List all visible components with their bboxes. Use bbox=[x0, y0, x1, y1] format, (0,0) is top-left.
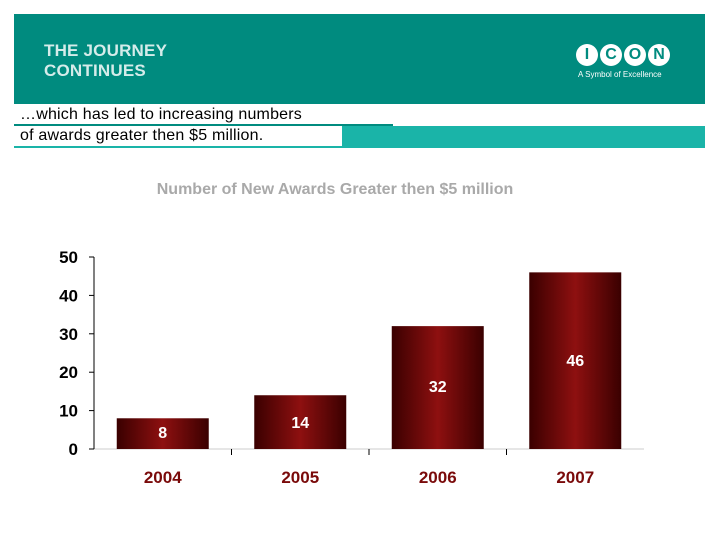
y-tick-label: 0 bbox=[69, 440, 78, 459]
bar bbox=[529, 272, 622, 449]
chart-title: Number of New Awards Greater then $5 mil… bbox=[156, 181, 514, 198]
logo-letter: C bbox=[600, 44, 622, 66]
decorative-strip-bottom bbox=[14, 146, 705, 148]
logo-letter: O bbox=[624, 44, 646, 66]
subtitle-line2: of awards greater then $5 million. bbox=[20, 127, 264, 144]
bar bbox=[254, 395, 347, 449]
x-tick-label: 2004 bbox=[144, 468, 182, 487]
banner-title-line1: THE JOURNEY bbox=[44, 41, 168, 60]
subtitle-divider bbox=[14, 124, 393, 126]
decorative-strip bbox=[342, 126, 705, 148]
y-tick-label: 20 bbox=[59, 363, 78, 382]
bar bbox=[116, 418, 209, 449]
subtitle-line1: …which has led to increasing numbers bbox=[20, 106, 303, 123]
x-tick-label: 2007 bbox=[556, 468, 594, 487]
x-tick-label: 2006 bbox=[419, 468, 457, 487]
banner-title-line2: CONTINUES bbox=[44, 61, 146, 80]
data-label: 8 bbox=[158, 425, 167, 442]
logo-letter: I bbox=[576, 44, 598, 66]
data-label: 32 bbox=[429, 379, 447, 396]
icon-logo: I C O N A Symbol of Excellence bbox=[576, 44, 676, 88]
data-label: 46 bbox=[566, 353, 584, 370]
x-axis bbox=[94, 448, 644, 455]
logo-tagline: A Symbol of Excellence bbox=[578, 70, 662, 79]
bar bbox=[391, 326, 484, 449]
y-tick-label: 50 bbox=[59, 248, 78, 267]
y-tick-label: 30 bbox=[59, 325, 78, 344]
y-tick-label: 10 bbox=[59, 402, 78, 421]
bars: 8 2004 14 2005 32 2006 46 2007 bbox=[116, 272, 622, 487]
subtitle-text: …which has led to increasing numbers of … bbox=[20, 104, 302, 146]
data-label: 14 bbox=[291, 415, 309, 432]
logo-letter: N bbox=[648, 44, 670, 66]
y-axis: 0 10 20 30 40 50 bbox=[59, 248, 95, 459]
banner-title: THE JOURNEY CONTINUES bbox=[44, 41, 167, 81]
logo-wordmark: I C O N bbox=[576, 44, 676, 66]
y-tick-label: 40 bbox=[59, 286, 78, 305]
x-tick-label: 2005 bbox=[281, 468, 319, 487]
